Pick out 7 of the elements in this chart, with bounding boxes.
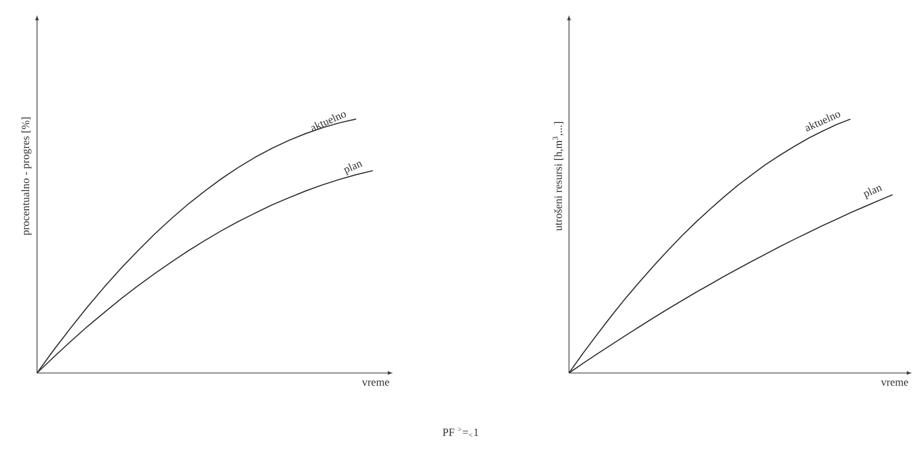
text: PF $^{>}$=$_{<}$1: [442, 427, 478, 437]
x-axis-title: vreme: [362, 380, 390, 386]
y-axis-title: procentualno - progres [%]: [21, 118, 32, 236]
x-axis-title: vreme: [880, 380, 908, 386]
text: plan: [863, 186, 882, 200]
text: plan: [344, 162, 363, 176]
y-axis-title: utrošeni resursi [h,m$^{3}$,...]: [552, 122, 564, 231]
